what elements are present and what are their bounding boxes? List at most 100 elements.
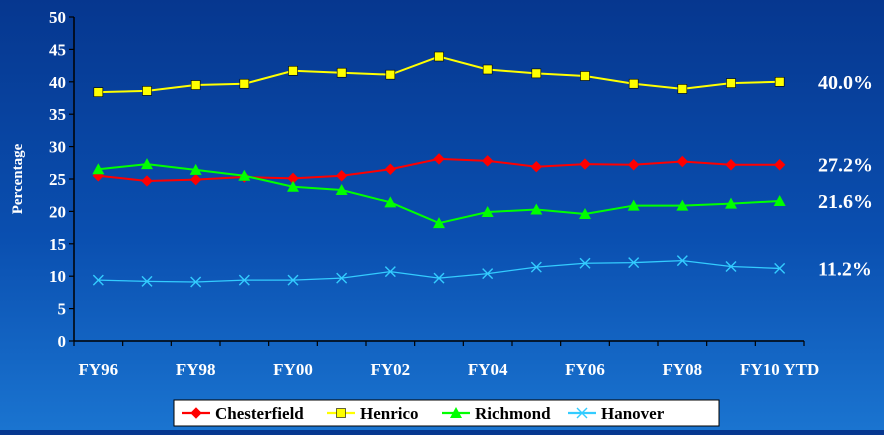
data-point-chesterfield xyxy=(384,163,397,175)
data-point-henrico xyxy=(677,84,688,94)
legend-label-henrico: Henrico xyxy=(360,404,419,423)
y-tick-label: 0 xyxy=(58,332,67,351)
y-tick-label: 15 xyxy=(49,235,66,254)
data-point-chesterfield xyxy=(189,173,202,186)
x-marker-stroke xyxy=(482,268,494,280)
legend-label-chesterfield: Chesterfield xyxy=(215,404,304,423)
data-point-henrico xyxy=(142,86,152,96)
data-point-henrico xyxy=(774,77,785,87)
data-point-henrico xyxy=(531,68,542,79)
end-value-label-richmond: 21.6% xyxy=(818,191,873,213)
x-marker-stroke xyxy=(628,257,640,269)
data-point-chesterfield xyxy=(725,159,737,171)
x-marker-stroke xyxy=(579,257,591,269)
x-marker-stroke xyxy=(287,274,299,286)
data-point-henrico xyxy=(336,67,347,78)
y-tick-label: 40 xyxy=(49,73,66,92)
x-marker-stroke xyxy=(141,275,153,287)
x-tick-label: FY98 xyxy=(176,360,216,379)
data-point-hanover xyxy=(190,276,202,288)
legend-marker-henrico xyxy=(336,408,346,418)
data-point-hanover xyxy=(433,272,445,284)
data-point-chesterfield xyxy=(481,155,494,167)
x-marker-stroke xyxy=(336,272,348,284)
legend-label-hanover: Hanover xyxy=(601,404,665,423)
x-tick-label: FY06 xyxy=(565,360,605,379)
data-point-chesterfield xyxy=(433,153,445,165)
end-value-label-chesterfield: 27.2% xyxy=(818,155,873,177)
data-point-chesterfield xyxy=(579,158,591,170)
data-point-richmond xyxy=(141,158,153,170)
data-point-chesterfield xyxy=(627,159,640,171)
data-point-hanover xyxy=(287,274,299,286)
x-marker-stroke xyxy=(92,274,104,286)
data-point-hanover xyxy=(92,274,104,286)
data-point-chesterfield xyxy=(141,175,153,187)
data-point-hanover xyxy=(628,257,640,269)
series-line-henrico xyxy=(98,55,780,94)
x-marker-stroke xyxy=(725,260,737,272)
data-point-richmond xyxy=(627,199,640,211)
x-marker-stroke xyxy=(530,261,542,273)
y-axis-label: Percentage xyxy=(10,143,26,214)
y-tick-label: 50 xyxy=(49,8,66,27)
x-tick-label: FY08 xyxy=(662,360,702,379)
legend-item-richmond: Richmond xyxy=(442,404,551,423)
y-tick-label: 45 xyxy=(49,40,66,59)
data-point-richmond xyxy=(579,207,591,219)
data-point-chesterfield xyxy=(530,160,543,173)
x-tick-label: FY10 YTD xyxy=(740,360,819,379)
x-marker-stroke xyxy=(576,407,588,419)
data-point-hanover xyxy=(238,274,250,286)
data-point-henrico xyxy=(726,78,736,88)
y-tick-label: 20 xyxy=(49,202,66,221)
data-point-richmond xyxy=(433,217,445,229)
data-point-henrico xyxy=(288,65,298,76)
data-point-richmond xyxy=(287,180,299,192)
x-marker-stroke xyxy=(774,262,786,274)
data-point-hanover xyxy=(774,262,786,274)
data-point-hanover xyxy=(336,272,348,284)
x-marker-stroke xyxy=(433,272,445,284)
x-marker-stroke xyxy=(676,255,688,267)
x-tick-label: FY00 xyxy=(273,360,313,379)
data-point-richmond xyxy=(92,163,105,175)
legend-item-hanover: Hanover xyxy=(568,404,665,423)
y-tick-label: 25 xyxy=(49,170,66,189)
data-point-henrico xyxy=(93,87,104,97)
data-point-richmond xyxy=(384,196,397,208)
y-tick-label: 35 xyxy=(49,105,66,124)
y-tick-label: 30 xyxy=(49,138,66,157)
data-point-richmond xyxy=(773,195,786,207)
data-point-chesterfield xyxy=(335,170,348,182)
legend-label-richmond: Richmond xyxy=(475,404,551,423)
y-tick-label: 5 xyxy=(58,300,67,319)
data-point-hanover xyxy=(725,260,737,272)
legend-marker-hanover xyxy=(576,407,588,419)
series-richmond xyxy=(92,158,786,229)
data-point-richmond xyxy=(676,199,689,211)
x-tick-label: FY02 xyxy=(370,360,410,379)
data-point-richmond xyxy=(725,197,737,209)
data-point-henrico xyxy=(628,78,639,89)
x-tick-label: FY96 xyxy=(78,360,118,379)
legend-marker-chesterfield xyxy=(190,407,202,419)
data-point-hanover xyxy=(676,255,688,267)
x-tick-label: FY04 xyxy=(468,360,508,379)
data-point-henrico xyxy=(239,78,250,89)
x-marker-stroke xyxy=(190,276,202,288)
end-value-label-hanover: 11.2% xyxy=(818,258,872,280)
data-point-hanover xyxy=(384,266,396,278)
y-tick-label: 10 xyxy=(49,267,66,286)
data-point-richmond xyxy=(530,203,543,215)
data-point-hanover xyxy=(579,257,591,269)
data-point-henrico xyxy=(190,80,201,90)
data-point-chesterfield xyxy=(676,155,689,168)
x-marker-stroke xyxy=(238,274,250,286)
data-point-hanover xyxy=(530,261,542,273)
data-point-richmond xyxy=(335,184,348,196)
data-point-richmond xyxy=(189,163,202,175)
data-point-hanover xyxy=(482,268,494,280)
